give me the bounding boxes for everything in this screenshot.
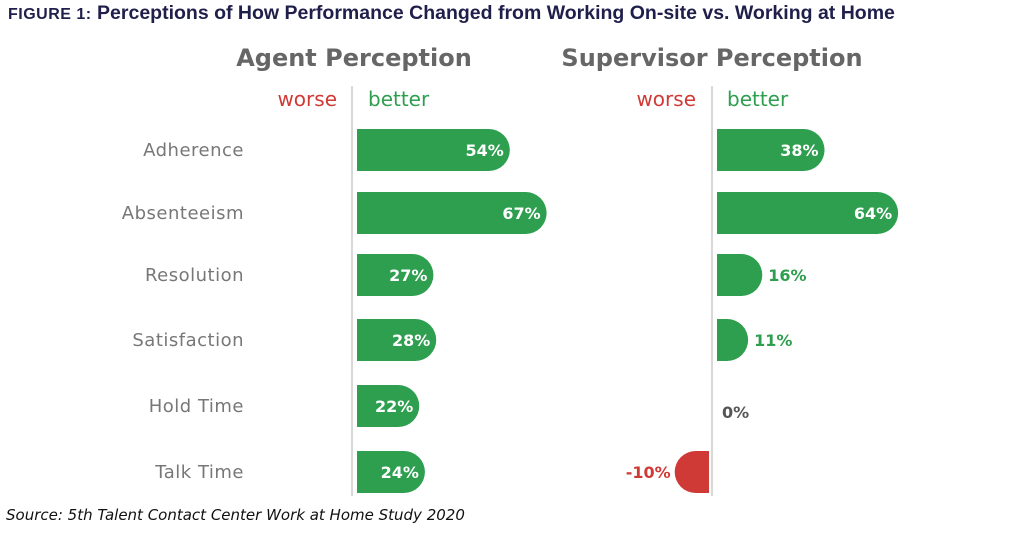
supervisor-value-label-hold-time: 0% [722, 403, 749, 422]
agent-bar-adherence [357, 129, 510, 171]
agent-value-label-talk-time: 24% [381, 463, 419, 482]
agent-value-label-resolution: 27% [389, 266, 427, 285]
source-note: Source: 5th Talent Contact Center Work a… [6, 506, 465, 524]
supervisor-value-label-resolution: 16% [768, 266, 806, 285]
agent-bar-talk-time [357, 451, 425, 493]
category-label-hold-time: Hold Time [149, 396, 244, 417]
agent-value-label-hold-time: 22% [375, 397, 413, 416]
figure-label: FIGURE 1: [8, 6, 92, 23]
category-label-talk-time: Talk Time [154, 462, 244, 483]
supervisor-worse-label: worse [636, 87, 696, 111]
category-label-satisfaction: Satisfaction [132, 330, 244, 351]
agent-panel-title: Agent Perception [236, 44, 472, 72]
supervisor-value-label-adherence: 38% [780, 141, 818, 160]
agent-bar-satisfaction [357, 319, 437, 361]
supervisor-bar-talk-time [674, 451, 709, 493]
supervisor-panel-title: Supervisor Perception [561, 44, 862, 72]
agent-bar-hold-time [357, 385, 420, 427]
agent-bar-absenteeism [357, 192, 547, 234]
agent-worse-label: worse [277, 87, 337, 111]
diverging-bar-chart: Adherence Absenteeism Resolution Satisfacti… [122, 44, 899, 496]
category-label-resolution: Resolution [145, 265, 244, 286]
supervisor-better-label: better [727, 87, 789, 111]
agent-bar-resolution [357, 254, 434, 296]
supervisor-bar-absenteeism [717, 192, 899, 234]
supervisor-value-label-talk-time: -10% [626, 463, 671, 482]
agent-value-label-adherence: 54% [466, 141, 504, 160]
supervisor-value-label-absenteeism: 64% [854, 204, 892, 223]
supervisor-bar-resolution [717, 254, 763, 296]
agent-better-label: better [368, 87, 430, 111]
figure-title-text: Perceptions of How Performance Changed f… [97, 2, 895, 24]
category-label-absenteeism: Absenteeism [122, 203, 244, 224]
supervisor-bar-adherence [717, 129, 825, 171]
figure-title: FIGURE 1: Perceptions of How Performance… [8, 2, 895, 25]
agent-value-label-absenteeism: 67% [502, 204, 540, 223]
supervisor-value-label-satisfaction: 11% [754, 331, 792, 350]
supervisor-bar-satisfaction [717, 319, 749, 361]
category-label-adherence: Adherence [143, 140, 244, 161]
agent-value-label-satisfaction: 28% [392, 331, 430, 350]
